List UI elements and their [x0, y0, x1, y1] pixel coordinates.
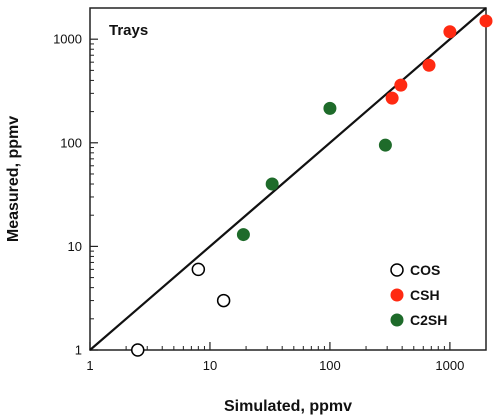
- y-tick-label: 1: [75, 343, 82, 358]
- x-tick-label: 1000: [435, 358, 464, 373]
- y-tick-label: 100: [60, 135, 82, 150]
- data-point-c2sh: [265, 177, 279, 191]
- legend-label-csh: CSH: [410, 287, 440, 303]
- data-point-c2sh: [323, 101, 337, 115]
- data-points: [130, 14, 493, 357]
- legend-marker-csh: [390, 288, 404, 302]
- tick-labels: 1 10 100 1000 1 10 100 1000: [53, 32, 464, 373]
- data-point-cos: [216, 293, 231, 308]
- legend: COS CSH C2SH: [390, 262, 447, 328]
- y-tick-label: 1000: [53, 32, 82, 47]
- y-axis-title: Measured, ppmv: [5, 116, 22, 242]
- x-tick-label: 10: [203, 358, 217, 373]
- x-tick-label: 1: [86, 358, 93, 373]
- one-to-one-reference-line: [89, 7, 487, 351]
- minor-ticks: [90, 7, 487, 350]
- legend-marker-c2sh: [390, 313, 404, 327]
- data-point-csh: [422, 58, 436, 72]
- data-point-csh: [394, 78, 408, 92]
- x-axis-title: Simulated, ppmv: [224, 398, 352, 415]
- y-tick-label: 10: [68, 239, 82, 254]
- data-point-c2sh: [378, 138, 392, 152]
- legend-label-cos: COS: [410, 262, 440, 278]
- data-point-csh: [479, 14, 493, 28]
- legend-label-c2sh: C2SH: [410, 312, 447, 328]
- data-point-cos: [130, 343, 145, 357]
- legend-marker-cos: [390, 263, 404, 277]
- panel-label: Trays: [109, 22, 148, 39]
- data-point-cos: [191, 262, 206, 277]
- x-tick-label: 100: [319, 358, 341, 373]
- data-point-csh: [443, 25, 457, 39]
- major-ticks: [89, 38, 451, 351]
- data-point-csh: [385, 91, 399, 105]
- data-point-c2sh: [236, 228, 250, 242]
